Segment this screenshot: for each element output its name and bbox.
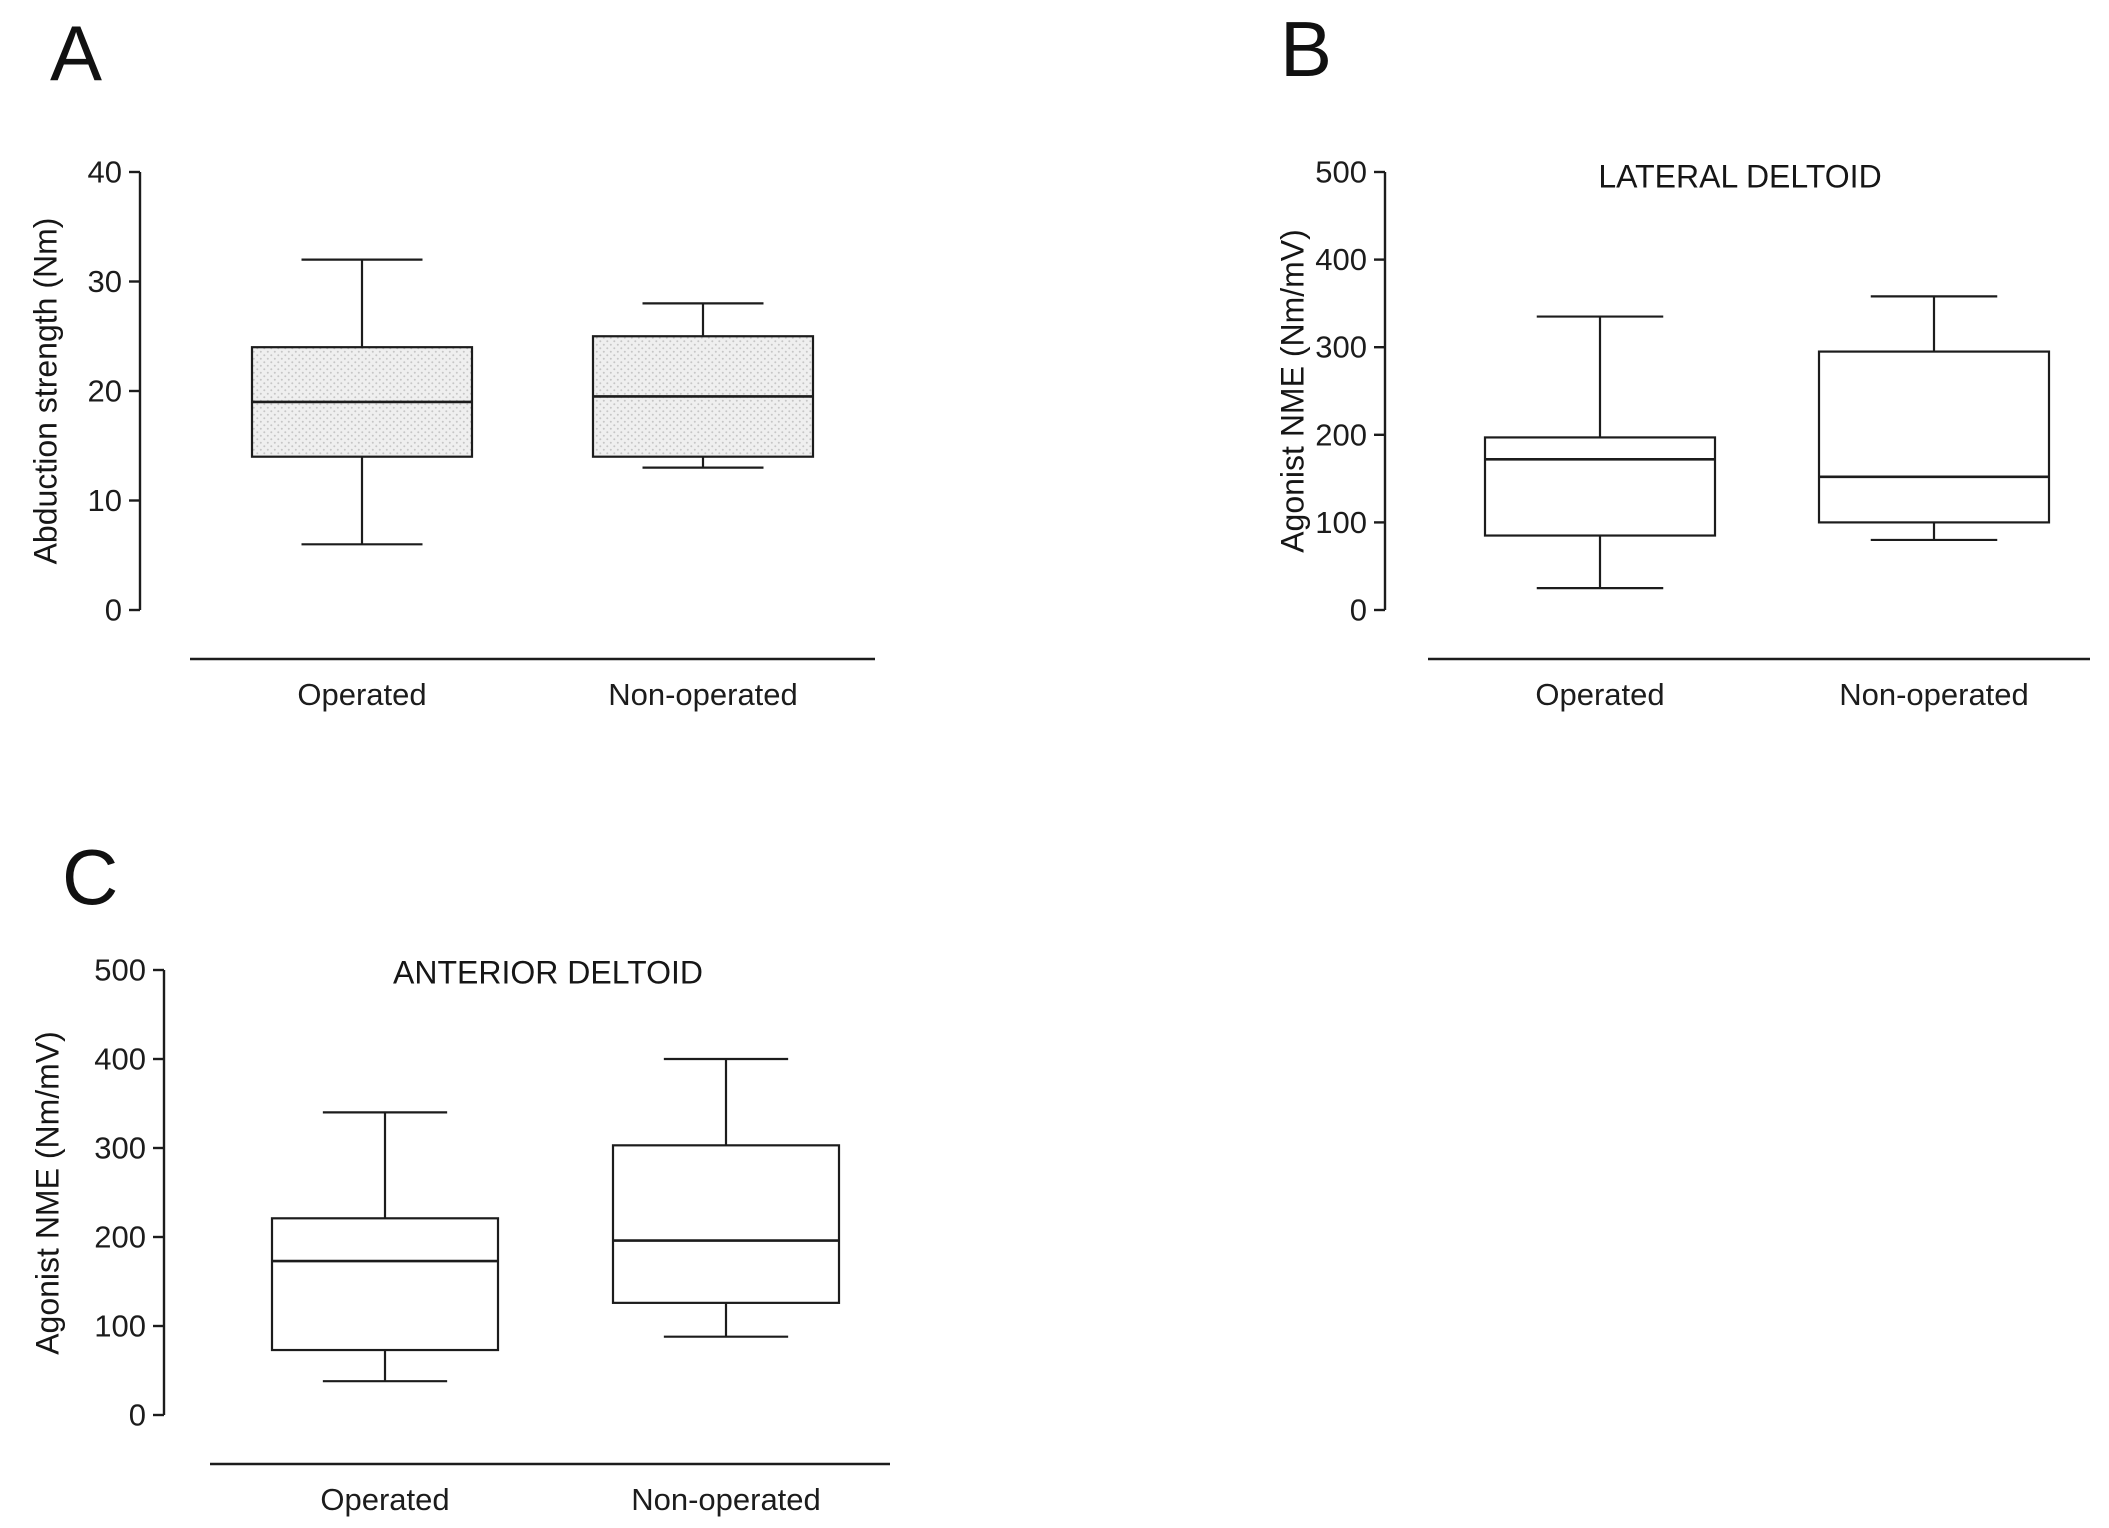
panel-a-label: A [50, 9, 103, 97]
y-tick-label: 40 [88, 155, 122, 190]
category-label: Non-operated [631, 1482, 821, 1517]
category-label: Operated [297, 677, 426, 712]
category-label: Non-operated [1839, 677, 2029, 712]
panel-b-title: LATERAL DELTOID [1598, 158, 1882, 195]
panel-c-label: C [62, 833, 119, 921]
y-tick-label: 100 [94, 1309, 146, 1344]
y-tick-label: 500 [1315, 155, 1367, 190]
panel-b-y-axis-label: Agonist NME (Nm/mV) [1274, 229, 1311, 553]
box [1817, 350, 2051, 524]
category-label: Operated [320, 1482, 449, 1517]
category-label: Non-operated [608, 677, 798, 712]
y-tick-label: 300 [1315, 330, 1367, 365]
y-tick-label: 200 [1315, 417, 1367, 452]
y-tick-label: 200 [94, 1220, 146, 1255]
y-tick-label: 400 [94, 1042, 146, 1077]
y-tick-label: 20 [88, 374, 122, 409]
y-tick-label: 0 [129, 1398, 146, 1433]
y-tick-label: 100 [1315, 505, 1367, 540]
y-tick-label: 30 [88, 264, 122, 299]
y-tick-label: 300 [94, 1131, 146, 1166]
category-label: Operated [1535, 677, 1664, 712]
box [1483, 436, 1717, 537]
y-tick-label: 10 [88, 483, 122, 518]
panel-c-y-axis-label: Agonist NME (Nm/mV) [29, 1031, 66, 1355]
panel-a-y-axis-label: Abduction strength (Nm) [27, 217, 64, 565]
panel-b-label: B [1280, 5, 1333, 93]
box [611, 1144, 841, 1304]
box [270, 1217, 500, 1352]
y-tick-label: 400 [1315, 242, 1367, 277]
y-tick-label: 500 [94, 953, 146, 988]
y-tick-label: 0 [1350, 593, 1367, 628]
panel-c-title: ANTERIOR DELTOID [393, 954, 703, 991]
y-tick-label: 0 [105, 593, 122, 628]
